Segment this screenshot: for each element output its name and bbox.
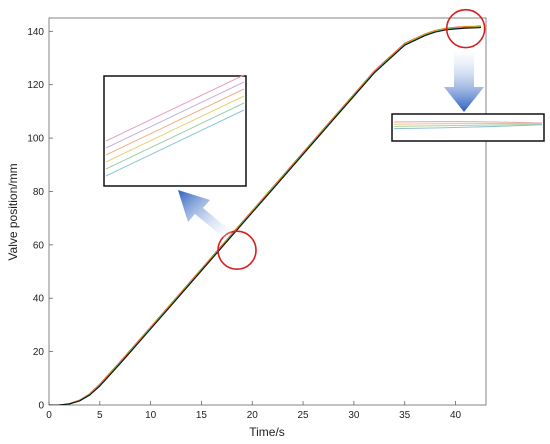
- zoom-circle-2: [445, 8, 486, 49]
- y-tick-label: 0: [38, 401, 44, 412]
- inset-left-line-4: [105, 95, 245, 163]
- zoom-circles: [217, 8, 486, 270]
- inset-left-line-5: [105, 102, 245, 170]
- x-tick-label: 0: [46, 410, 52, 421]
- x-tick-label: 15: [196, 410, 208, 421]
- x-tick-label: 5: [97, 410, 103, 421]
- y-tick-label: 60: [33, 240, 45, 251]
- x-tick-label: 25: [298, 410, 310, 421]
- x-tick-label: 10: [145, 410, 157, 421]
- arrow-to-upper-left-inset: [178, 190, 232, 238]
- y-tick-label: 80: [33, 187, 45, 198]
- x-tick-label: 35: [399, 410, 411, 421]
- x-tick-label: 20: [247, 410, 259, 421]
- inset-left-line-2: [105, 81, 245, 149]
- arrow-to-right-inset: [444, 48, 484, 112]
- y-axis-title: Valve position/mm: [6, 163, 20, 260]
- series-group: [49, 25, 481, 405]
- y-tick-label: 140: [27, 27, 44, 38]
- y-tick-label: 40: [33, 294, 45, 305]
- inset-left-line-1: [105, 74, 245, 142]
- inset-right-line-1: [393, 121, 543, 124]
- zoom-circle-1: [217, 230, 257, 270]
- x-tick-label: 40: [450, 410, 462, 421]
- inset-right-line-4: [393, 124, 543, 130]
- y-tick-label: 100: [27, 134, 44, 145]
- x-axis-title: Time/s: [249, 425, 285, 439]
- y-tick-label: 120: [27, 80, 44, 91]
- plot-area-frame: [48, 17, 487, 406]
- right-zoom-inset: [391, 113, 545, 142]
- upper-left-zoom-inset: [103, 74, 247, 187]
- series-line-6: [49, 27, 481, 405]
- x-axis-ticks: 0 5 10 15 20 25 30 35 40: [46, 401, 462, 421]
- inset-left-line-6: [105, 109, 245, 177]
- x-tick-label: 30: [348, 410, 360, 421]
- inset-right-line-3: [393, 123, 543, 127]
- y-axis-ticks: 0 20 40 60 80 100 120 140: [27, 27, 53, 412]
- inset-left-line-3: [105, 88, 245, 156]
- inset-right-line-2: [393, 122, 543, 125]
- y-tick-label: 20: [33, 347, 45, 358]
